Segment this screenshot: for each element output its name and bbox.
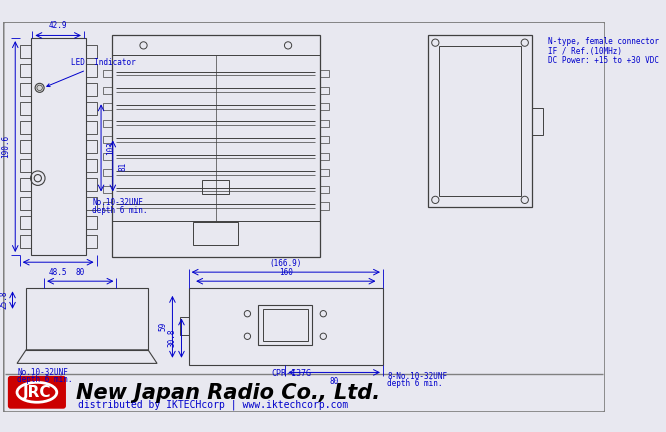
Bar (20, 83, 31, 96)
Text: depth 6 min.: depth 6 min. (17, 375, 73, 384)
Text: 25.8: 25.8 (0, 291, 8, 309)
Bar (258, 305, 312, 345)
Bar (20, 197, 31, 210)
Bar (26, 289, 148, 350)
Text: 80: 80 (330, 377, 339, 386)
Text: 48.5: 48.5 (49, 268, 67, 276)
Bar (320, 136, 329, 143)
Bar (103, 136, 112, 143)
Text: 80: 80 (76, 268, 85, 276)
Bar (20, 102, 31, 115)
Text: New Japan Radio Co., Ltd.: New Japan Radio Co., Ltd. (76, 383, 380, 403)
Bar (20, 216, 31, 229)
Bar (20, 178, 31, 191)
Bar (103, 70, 112, 77)
Bar (103, 152, 112, 160)
Bar (103, 169, 112, 176)
Text: depth 6 min.: depth 6 min. (388, 379, 443, 388)
Bar (20, 45, 31, 58)
Bar (103, 202, 112, 210)
Text: distributed by IKTECHcorp | www.iktechcorp.com: distributed by IKTECHcorp | www.iktechco… (77, 400, 348, 410)
Text: 103: 103 (107, 141, 115, 155)
Text: No.10-32UNF: No.10-32UNF (17, 368, 68, 377)
Bar (103, 120, 112, 127)
Text: No.10-32UNF: No.10-32UNF (92, 198, 143, 207)
Bar (320, 202, 329, 210)
Text: 160: 160 (279, 268, 293, 276)
Bar (180, 318, 188, 335)
Bar (320, 152, 329, 160)
Bar (86, 83, 97, 96)
Bar (86, 216, 97, 229)
Text: DC Power: +15 to +30 VDC: DC Power: +15 to +30 VDC (548, 56, 659, 64)
Text: 81: 81 (119, 162, 127, 171)
Bar (320, 186, 329, 193)
Bar (20, 64, 31, 77)
Text: depth 6 min.: depth 6 min. (92, 206, 148, 215)
Bar (103, 103, 112, 110)
Bar (86, 64, 97, 77)
FancyBboxPatch shape (3, 22, 605, 412)
Text: N-type, female connector: N-type, female connector (548, 38, 659, 47)
Text: (166.9): (166.9) (270, 259, 302, 268)
Bar (86, 178, 97, 191)
Bar (103, 186, 112, 193)
Text: IF / Ref.(10MHz): IF / Ref.(10MHz) (548, 47, 622, 56)
Text: 30.8: 30.8 (168, 329, 177, 347)
Bar (86, 235, 97, 248)
Bar (20, 159, 31, 172)
Bar (532, 108, 543, 135)
Text: CPR-137G: CPR-137G (272, 369, 312, 378)
FancyBboxPatch shape (9, 377, 65, 408)
Bar (86, 45, 97, 58)
Bar (193, 222, 238, 245)
Bar (31, 38, 86, 255)
Text: 190.6: 190.6 (1, 135, 10, 158)
Bar (202, 180, 229, 194)
Bar (188, 289, 383, 365)
Bar (20, 140, 31, 153)
Bar (86, 102, 97, 115)
Bar (112, 35, 320, 257)
Text: 59: 59 (159, 322, 168, 331)
Bar (320, 70, 329, 77)
Bar (86, 159, 97, 172)
Bar (86, 121, 97, 134)
Bar (320, 169, 329, 176)
Circle shape (35, 83, 44, 92)
Bar (103, 86, 112, 94)
Bar (20, 121, 31, 134)
Text: 8-No.10-32UNF: 8-No.10-32UNF (388, 372, 448, 381)
Bar (320, 120, 329, 127)
Text: LED  Indicator: LED Indicator (47, 58, 136, 86)
Bar (320, 103, 329, 110)
Ellipse shape (17, 382, 57, 402)
Text: JRC: JRC (23, 385, 51, 400)
Bar (20, 235, 31, 248)
Bar (439, 46, 521, 196)
Bar (428, 35, 532, 207)
Bar (320, 86, 329, 94)
Bar (263, 309, 308, 341)
Text: 42.9: 42.9 (49, 21, 67, 30)
Bar (86, 197, 97, 210)
Bar (86, 140, 97, 153)
